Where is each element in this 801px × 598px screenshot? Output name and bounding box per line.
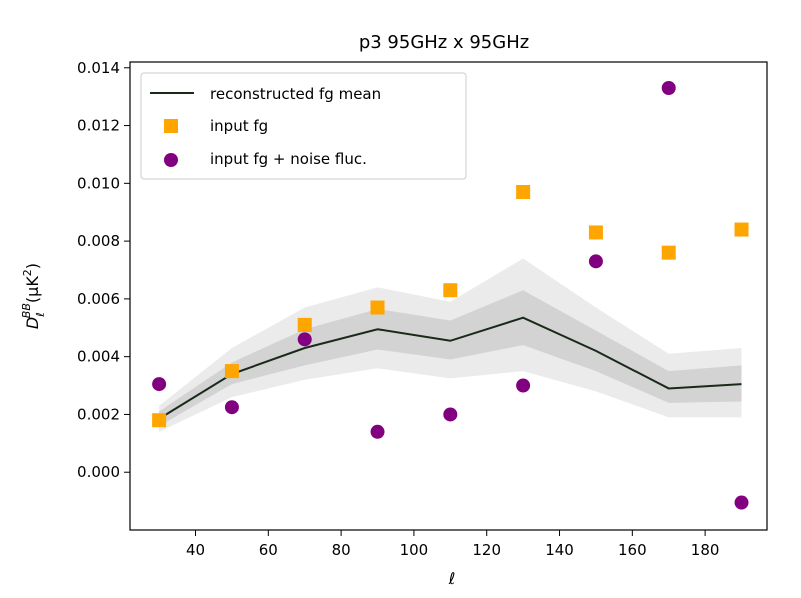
x-axis: 40 60 80 100 120 140 160 180	[186, 530, 719, 559]
y-axis-label: DℓBB(μK2)	[20, 263, 47, 329]
x-tick-label: 80	[332, 541, 351, 559]
y-label-sub: ℓ	[34, 312, 47, 318]
input-fg-point	[661, 245, 676, 260]
y-tick-label: 0.002	[77, 405, 120, 423]
legend-label-line: reconstructed fg mean	[210, 85, 381, 103]
y-tick-label: 0.010	[77, 174, 120, 192]
x-tick-label: 60	[259, 541, 278, 559]
y-label-main: D	[23, 317, 42, 329]
noise-fluc-point	[152, 377, 167, 392]
legend: reconstructed fg mean input fg input fg …	[140, 72, 467, 180]
y-tick-label: 0.008	[77, 232, 120, 250]
y-tick-label: 0.014	[77, 59, 120, 77]
legend-label-square: input fg	[210, 117, 268, 135]
noise-fluc-point	[224, 400, 239, 415]
noise-fluc-point	[661, 81, 676, 95]
input-fg-point	[370, 300, 385, 315]
y-tick-label: 0.006	[77, 290, 120, 308]
noise-fluc-point	[516, 378, 531, 393]
x-tick-label: 180	[691, 541, 720, 559]
legend-square-swatch	[164, 119, 178, 133]
y-tick-label: 0.012	[77, 117, 120, 135]
noise-fluc-point	[370, 424, 385, 439]
y-label-unit-sup: 2	[21, 269, 34, 276]
line-series	[158, 316, 742, 420]
input-fg-point	[297, 317, 312, 332]
input-fg-point	[152, 413, 167, 428]
noise-fluc-point	[588, 254, 603, 269]
y-label-unit: (μK	[23, 276, 42, 303]
y-label-sup: BB	[20, 303, 33, 318]
data-points	[152, 81, 749, 510]
chart-title: p3 95GHz x 95GHz	[359, 32, 529, 53]
x-tick-label: 120	[472, 541, 501, 559]
confidence-bands	[159, 258, 742, 432]
inner-band	[159, 290, 742, 426]
input-fg-point	[588, 225, 603, 240]
x-tick-label: 40	[186, 541, 205, 559]
x-tick-label: 140	[545, 541, 574, 559]
x-tick-label: 160	[618, 541, 647, 559]
noise-fluc-point	[443, 407, 458, 422]
plot-frame	[129, 61, 768, 531]
x-axis-label: ℓ	[448, 569, 456, 588]
x-tick-label: 100	[400, 541, 429, 559]
mean-line	[158, 316, 742, 420]
input-fg-point	[224, 364, 239, 379]
noise-fluc-point	[297, 332, 312, 347]
legend-circle-swatch	[164, 153, 178, 167]
legend-box	[140, 72, 467, 180]
y-axis: 0.000 0.002 0.004 0.006 0.008 0.010 0.012 0.014	[77, 59, 130, 481]
input-fg-point	[734, 222, 749, 237]
y-tick-label: 0.004	[77, 348, 120, 366]
y-label-close: )	[23, 263, 42, 269]
noise-fluc-point	[734, 495, 749, 510]
legend-label-circle: input fg + noise fluc.	[210, 150, 367, 168]
input-fg-point	[443, 283, 458, 298]
input-fg-point	[516, 185, 531, 199]
y-tick-label: 0.000	[77, 463, 120, 481]
